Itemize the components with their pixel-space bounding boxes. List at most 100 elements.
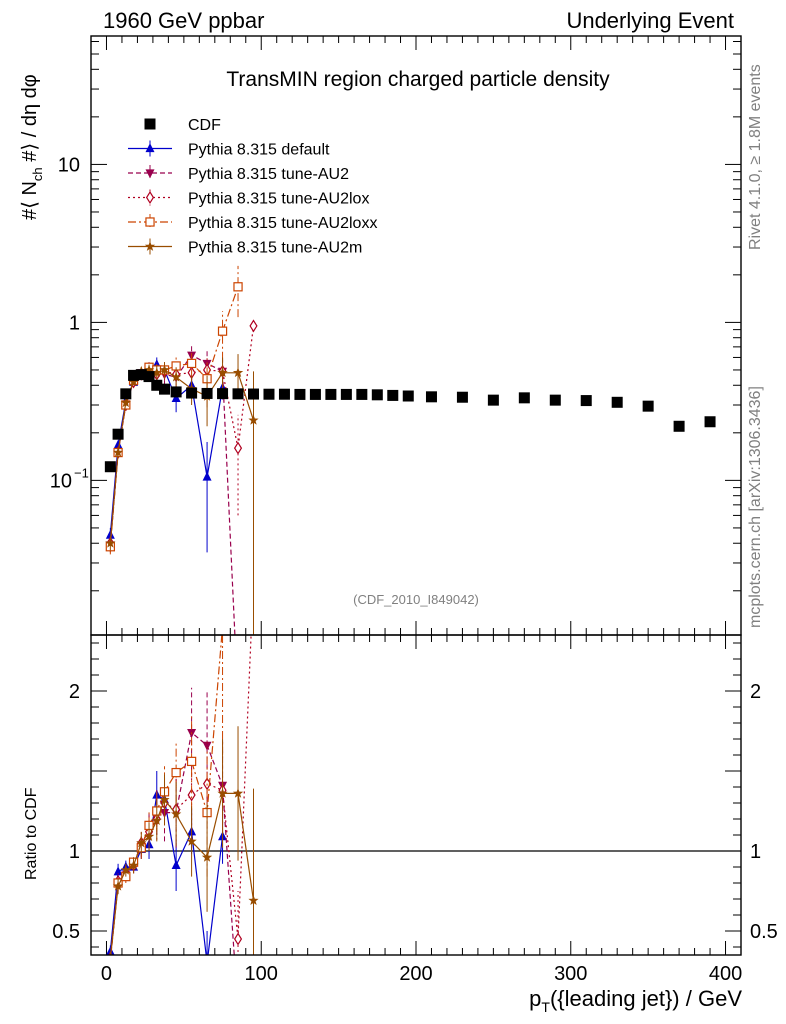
series-4-point [159,364,170,375]
series-4-point [112,447,124,457]
cdf-data-point [673,420,685,432]
x-label-subscript: T [541,999,550,1015]
x-axis-label: pT({leading jet}) / GeV [529,986,742,1015]
series-4-ratio-point [120,864,131,875]
x-tick-label: 200 [399,963,432,985]
series-3-ratio-point [218,623,226,631]
cdf-data-point [120,388,132,400]
series-0-ratio-point [106,946,115,955]
series-4-ratio-point [151,815,162,825]
header-left-label: 1960 GeV ppbar [103,8,264,33]
series-0-ratio-point [171,860,181,869]
series-4-ratio-line [110,792,255,955]
mcplots-reference-label: mcplots.cern.ch [arXiv:1306.3436] [747,386,764,628]
cdf-data-point [151,379,163,391]
legend-entry: Pythia 8.315 tune-AU2 [128,165,349,183]
series-3-ratio-point [186,756,197,767]
series-4-point [128,376,139,387]
ratio-y-tick-label: 0.5 [52,921,80,943]
legend-marker [144,241,156,251]
cdf-data-point [263,388,275,400]
cdf-data-point [425,391,437,403]
series-4-ratio-point [201,852,213,862]
legend: CDF Pythia 8.315 default Pythia 8.315 tune… [128,117,377,257]
series-4-main-group [105,354,259,635]
series-3-point [217,326,228,336]
legend-marker [144,118,156,130]
series-4-point [120,397,131,408]
cdf-data-point [371,389,383,401]
cdf-data-point [143,371,155,383]
series-3-point [233,282,243,292]
cdf-data-point [135,369,147,381]
main-y-tick-exponent: −1 [74,465,89,480]
cdf-data-point [294,388,306,400]
series-3-point [186,358,197,369]
ratio-y-tick-label-right: 1 [750,841,761,863]
cdf-data-point [580,395,592,407]
x-label-part-b: ({leading jet}) / GeV [550,986,742,1011]
main-y-tick-label: 10 [58,154,80,176]
series-2-point [233,441,243,455]
legend-label: Pythia 8.315 tune-AU2 [188,166,349,183]
main-y-label-part-a: #⟨ N [19,181,41,220]
x-tick-label: 400 [709,963,742,985]
series-4-ratio-point [112,880,124,891]
cdf-data-point [232,388,244,400]
series-2-point [249,319,258,333]
series-4-point [248,414,259,425]
legend-marker [145,190,155,205]
ratio-y-tick-label: 1 [69,841,80,863]
x-tick-label: 300 [554,963,587,985]
series-4-point [143,364,155,375]
cdf-data-point [518,392,530,404]
main-y-tick-label: 10 [50,470,72,492]
cdf-data-point [402,390,414,402]
ratio-y-tick-label-right: 2 [750,681,761,703]
series-4-ratio-point [143,831,155,841]
series-1-point [234,698,243,707]
main-y-label-part-b: #⟩ / dη dφ [19,74,41,167]
series-4-point [232,367,244,378]
series-1-ratio-point [202,741,212,751]
cdf-data-point [356,388,368,400]
legend-marker [145,143,155,153]
cdf-data-point [186,387,198,399]
series-2-main-line [109,325,255,544]
ratio-y-tick-label: 2 [69,681,80,703]
legend-entry: CDF [144,117,221,134]
series-3-main-line [109,286,239,547]
cdf-data-point [340,388,352,400]
cdf-data-point [201,387,213,399]
panel-frames [90,35,742,956]
legend-label: Pythia 8.315 tune-AU2lox [188,191,369,208]
series-1-ratio-point [234,1006,243,1015]
series-0-point [105,529,115,539]
cdf-data-point [217,388,229,400]
legend-entry: Pythia 8.315 tune-AU2m [128,238,362,257]
series-4-ratio-point [248,895,259,905]
series-2-ratio-point [187,788,196,802]
cdf-data-point [104,461,116,473]
main-panel-data [104,265,716,707]
series-0-ratio-point [203,958,212,967]
series-4-ratio-point [136,837,147,848]
ratio-panel-frame [90,634,742,956]
cdf-data-point [325,388,337,400]
cdf-data-point [704,416,716,428]
series-4-ratio-point [171,808,182,819]
x-tick-label: 100 [245,963,278,985]
legend-label: Pythia 8.315 tune-AU2m [188,240,362,257]
series-0-point [113,439,123,449]
main-y-label-subscript: ch [30,167,45,181]
cdf-data-point [456,391,468,403]
cdf-data-point [611,396,623,408]
x-label-part-a: p [529,986,541,1011]
chart-title: TransMIN region charged particle density [226,68,610,91]
legend-label: Pythia 8.315 default [188,142,330,159]
legend-marker [145,169,155,179]
series-4-ratio-point [128,860,139,870]
header-right-label: Underlying Event [566,8,734,33]
legend-label: Pythia 8.315 tune-AU2loxx [188,215,377,232]
